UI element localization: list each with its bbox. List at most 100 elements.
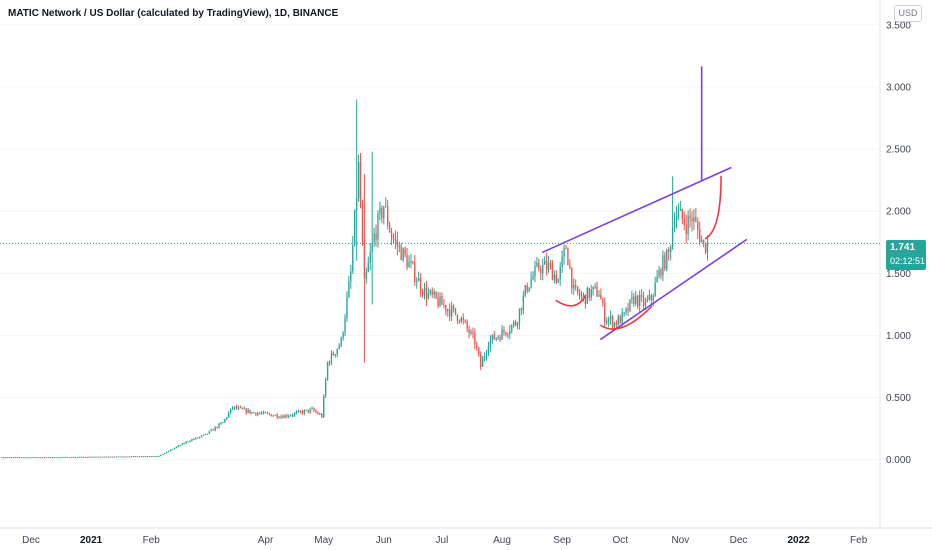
candle-body <box>576 286 579 293</box>
price-tick-label: 1.000 <box>886 331 911 342</box>
candle-body <box>662 255 664 276</box>
trendline-lower[interactable] <box>600 238 748 340</box>
candle-body <box>702 240 705 243</box>
candle-body <box>441 296 443 305</box>
annotation-curve-1[interactable] <box>555 294 587 307</box>
candle-body <box>32 457 34 459</box>
price-tick-label: 2.500 <box>886 145 911 156</box>
annotation-curve-3[interactable] <box>704 175 722 240</box>
candle-body <box>666 249 668 270</box>
candle-body <box>241 407 243 409</box>
candle-body <box>435 291 437 298</box>
candle-body <box>278 417 280 419</box>
candle-body <box>547 263 550 270</box>
candle-body <box>233 406 236 408</box>
annotation-curve-2[interactable] <box>600 306 653 330</box>
candle-body <box>247 409 249 413</box>
candle-body <box>604 302 606 323</box>
candle-body <box>590 289 592 298</box>
candle-body <box>295 411 298 413</box>
candle-body <box>571 267 573 289</box>
candle-body <box>501 329 503 340</box>
candle-body <box>668 249 670 253</box>
candle-body <box>220 422 222 424</box>
candle-body <box>555 274 557 283</box>
candle-body <box>520 308 523 311</box>
chart-title: MATIC Network / US Dollar (calculated by… <box>8 8 339 19</box>
candle-body <box>439 296 441 307</box>
drawings[interactable] <box>541 66 748 340</box>
candle-body <box>344 318 346 333</box>
candle-body <box>584 294 587 304</box>
candle-body <box>532 276 534 280</box>
candle-body <box>509 331 511 335</box>
candle-body <box>224 419 226 423</box>
candle-body <box>67 456 69 458</box>
candle-body <box>290 415 292 417</box>
candle-body <box>545 261 548 270</box>
candle-body <box>671 227 674 247</box>
candle-body <box>103 456 106 458</box>
candle-body <box>218 423 220 428</box>
candle-body <box>167 451 170 453</box>
candle-body <box>138 456 141 458</box>
candle-body <box>315 410 317 413</box>
candle-body <box>113 456 116 458</box>
candle-body <box>675 216 678 222</box>
candle-body <box>216 427 218 429</box>
candle-body <box>456 314 459 321</box>
candle-body <box>10 457 13 459</box>
candle-body <box>229 408 232 413</box>
candle-body <box>474 333 476 345</box>
candle-body <box>673 221 676 228</box>
candle-body <box>57 457 59 459</box>
candle-body <box>107 456 110 458</box>
candle-body <box>373 233 375 243</box>
candle-body <box>468 328 470 334</box>
time-tick-label: Nov <box>671 535 689 546</box>
candle-body <box>24 457 26 459</box>
candle-body <box>36 457 38 459</box>
candle-body <box>7 457 9 459</box>
candle-body <box>464 320 466 322</box>
trendline-upper[interactable] <box>541 166 732 253</box>
candle-body <box>212 429 214 431</box>
candle-body <box>317 412 319 415</box>
price-axis[interactable]: 3.500 3.000 2.500 2.000 1.500 1.000 0.500 0.000 <box>886 20 911 466</box>
time-axis[interactable]: Dec 2021 Feb Apr May Jun Jul Aug Sep Oct Nov Dec 202… <box>22 535 868 546</box>
candle-body <box>189 441 191 443</box>
candle-body <box>71 456 73 458</box>
candle-body <box>102 456 104 458</box>
candle-body <box>200 435 203 437</box>
candle-body <box>567 248 569 266</box>
candle-body <box>340 338 342 346</box>
candle-body <box>231 407 234 409</box>
candle-body <box>22 457 24 459</box>
currency-unit-button[interactable]: USD <box>894 5 922 22</box>
candle-body <box>63 456 65 458</box>
candle-body <box>489 339 492 347</box>
last-price-label: 1.741 02:12:51 <box>886 240 926 270</box>
candle-body <box>540 269 542 274</box>
candle-body <box>154 456 156 458</box>
candle-body <box>385 206 387 208</box>
candle-body <box>681 208 683 220</box>
candle-body <box>208 431 211 434</box>
candle-body <box>691 218 693 222</box>
candle-body <box>695 217 697 222</box>
candle-body <box>536 262 538 267</box>
candle-body <box>530 279 532 288</box>
candle-body <box>185 441 187 444</box>
candle-body <box>47 457 50 459</box>
candle-body <box>156 456 158 458</box>
candle-body <box>512 321 515 326</box>
candle-body <box>324 379 327 396</box>
candle-body <box>259 413 261 415</box>
candle-body <box>43 457 46 459</box>
candle-body <box>443 304 445 306</box>
candle-body <box>334 354 337 356</box>
candle-body <box>78 456 81 458</box>
candle-body <box>631 296 633 300</box>
candle-body <box>5 457 7 459</box>
